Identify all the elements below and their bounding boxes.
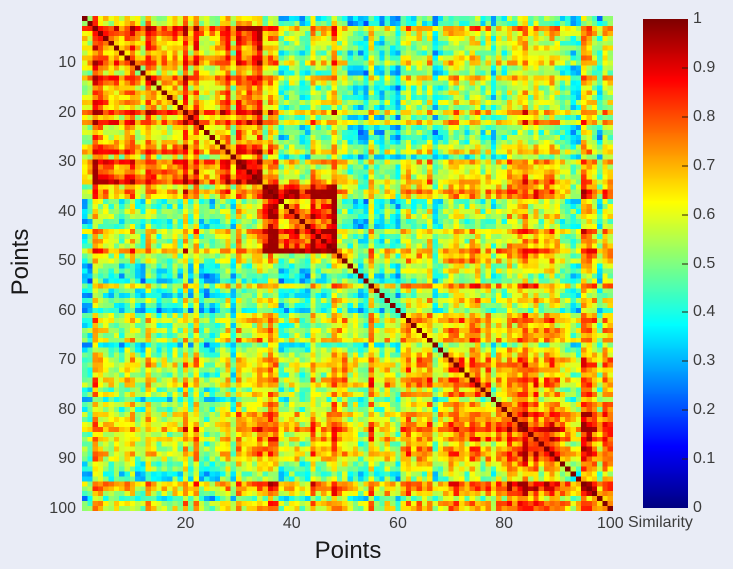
y-axis-label: Points <box>7 228 34 296</box>
colorbar-tick-label: 0.6 <box>693 205 716 223</box>
colorbar-tick-notch <box>682 115 688 118</box>
colorbar-tick-notch <box>682 409 688 412</box>
colorbar-tick-label: 0.3 <box>693 352 716 370</box>
y-tick-label: 40 <box>58 202 76 220</box>
colorbar-tick-label: 0.4 <box>693 303 716 321</box>
colorbar-tick-notch <box>682 311 688 314</box>
y-tick-label: 100 <box>49 499 76 517</box>
x-tick-label: 60 <box>389 515 407 532</box>
colorbar-tick-label: 0.1 <box>693 450 716 468</box>
x-tick-label: 100 <box>596 515 624 532</box>
colorbar-tick-label: 0.2 <box>693 401 716 419</box>
y-tick-label: 10 <box>58 54 76 72</box>
colorbar-tick-notch <box>682 213 688 216</box>
y-tick-label: 30 <box>58 153 76 171</box>
colorbar <box>643 19 688 508</box>
colorbar-tick-notch <box>682 262 688 265</box>
colorbar-tick-notch <box>682 360 688 363</box>
heatmap <box>82 16 613 511</box>
y-tick-label: 90 <box>58 450 76 468</box>
x-tick-label: 20 <box>176 515 195 532</box>
colorbar-tick-label: 1 <box>693 10 702 27</box>
colorbar-tick-notch <box>682 66 688 69</box>
colorbar-label: Similarity <box>628 514 693 531</box>
colorbar-tick-label: 0.5 <box>693 254 716 272</box>
y-tick-label: 50 <box>58 252 76 270</box>
y-tick-label: 20 <box>58 103 76 121</box>
y-tick-label: 60 <box>58 301 76 319</box>
colorbar-canvas <box>643 19 688 508</box>
y-tick-label: 80 <box>58 400 76 418</box>
y-tick-label: 70 <box>58 351 76 369</box>
x-tick-label: 80 <box>495 515 514 532</box>
colorbar-tick-label: 0.8 <box>693 107 716 125</box>
colorbar-tick-label: 0 <box>693 499 702 516</box>
heatmap-canvas <box>82 16 613 511</box>
colorbar-tick-notch <box>682 164 688 167</box>
colorbar-tick-label: 0.7 <box>693 156 716 174</box>
x-axis-label: Points <box>314 537 382 564</box>
colorbar-tick-label: 0.9 <box>693 58 716 76</box>
colorbar-tick-notch <box>682 458 688 461</box>
x-tick-label: 40 <box>282 515 301 532</box>
